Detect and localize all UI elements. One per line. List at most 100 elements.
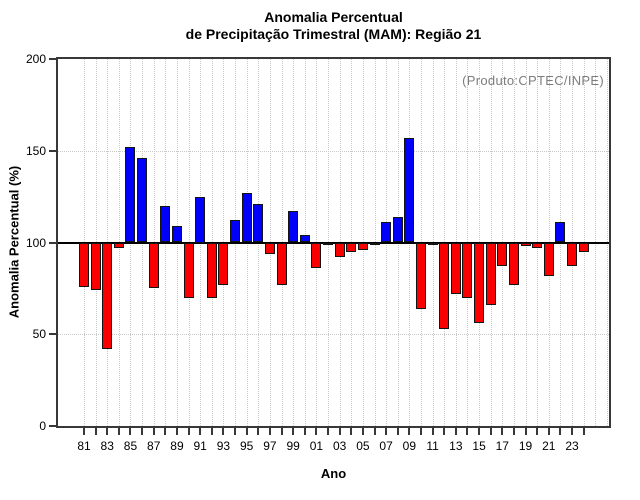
x-tick (396, 428, 399, 435)
x-tick (559, 428, 562, 435)
bar-1983 (102, 242, 113, 349)
bar-2023 (567, 242, 578, 267)
x-tick (327, 428, 330, 435)
x-tick (582, 428, 585, 435)
bar-1999 (288, 211, 299, 243)
bar-1998 (276, 242, 287, 285)
x-tick-label: 03 (332, 439, 347, 453)
y-tick-label: 150 (25, 143, 46, 158)
x-tick (501, 428, 504, 435)
y-tick (49, 58, 57, 60)
x-tick-label: 13 (449, 439, 463, 453)
x-tick (268, 428, 271, 435)
x-tick (338, 428, 341, 435)
x-tick (361, 428, 364, 435)
x-tick (106, 428, 109, 435)
x-tick (292, 428, 295, 435)
x-tick (408, 428, 411, 435)
x-tick (315, 428, 318, 435)
bar-1987 (148, 242, 159, 289)
x-tick (454, 428, 457, 435)
y-tick (49, 425, 57, 427)
x-tick (222, 428, 225, 435)
bar-1988 (160, 205, 171, 243)
x-axis-label: Ano (320, 466, 347, 481)
bar-2021 (543, 242, 554, 276)
x-tick (547, 428, 550, 435)
bar-2019 (520, 242, 531, 247)
x-tick-label: 95 (239, 439, 254, 453)
horizontal-gridline (58, 334, 609, 336)
bar-2010 (415, 242, 426, 309)
bar-2022 (555, 222, 566, 243)
bar-2008 (392, 216, 403, 243)
bar-2007 (381, 222, 392, 243)
x-tick (257, 428, 260, 435)
bar-2009 (404, 137, 415, 243)
bar-2001 (311, 242, 322, 269)
x-tick (245, 428, 248, 435)
x-tick (234, 428, 237, 435)
x-tick-label: 15 (472, 439, 486, 453)
x-tick-label: 91 (193, 439, 207, 453)
source-annotation: (Produto:CPTEC/INPE) (462, 73, 604, 88)
bar-2014 (462, 242, 473, 298)
x-tick-label: 19 (518, 439, 533, 453)
x-tick (536, 428, 539, 435)
bar-2002 (323, 242, 334, 245)
x-tick-label: 85 (123, 439, 138, 453)
x-tick (524, 428, 527, 435)
bar-1990 (183, 242, 194, 298)
x-tick (373, 428, 376, 435)
bar-2024 (578, 242, 589, 252)
x-tick-label: 11 (426, 439, 439, 453)
bar-1982 (90, 242, 101, 291)
y-tick (49, 149, 57, 152)
y-tick-label: 0 (39, 419, 46, 433)
x-tick (478, 428, 481, 435)
chart-title-line1: Anomalia Percentual (264, 9, 403, 25)
bar-2006 (369, 242, 380, 245)
x-tick-label: 93 (216, 439, 231, 453)
x-tick (431, 428, 434, 435)
bar-1994 (230, 220, 241, 243)
y-tick (49, 333, 57, 336)
bar-2015 (474, 242, 485, 324)
x-tick-label: 21 (542, 439, 556, 453)
x-tick-label: 01 (309, 439, 324, 453)
x-tick (385, 428, 388, 435)
plot-area: (Produto:CPTEC/INPE) (56, 57, 611, 428)
x-tick-label: 09 (402, 439, 417, 453)
x-tick (83, 428, 85, 435)
bar-1992 (206, 242, 217, 298)
bar-1984 (113, 242, 124, 248)
bar-1985 (125, 147, 136, 243)
x-tick (117, 428, 120, 435)
x-tick-label: 87 (147, 439, 161, 453)
x-tick (443, 428, 446, 435)
y-tick (49, 241, 57, 244)
x-tick-label: 05 (356, 439, 370, 453)
bar-2003 (334, 242, 345, 258)
x-tick (199, 428, 202, 435)
y-tick-label: 50 (32, 327, 46, 342)
x-tick (489, 428, 492, 435)
x-tick (350, 428, 353, 435)
x-tick-label: 89 (170, 439, 184, 453)
bar-2004 (346, 242, 357, 252)
bar-2005 (357, 242, 368, 250)
bar-2017 (497, 242, 508, 267)
bar-1986 (137, 158, 148, 243)
x-tick (303, 428, 306, 435)
x-tick-label: 81 (77, 439, 91, 453)
bar-2013 (450, 242, 461, 294)
bar-1997 (264, 242, 275, 254)
bar-1996 (253, 203, 264, 243)
x-tick (94, 428, 97, 435)
bar-2020 (532, 242, 543, 248)
x-tick (280, 428, 283, 435)
chart-title: Anomalia Percentual de Precipitação Trim… (56, 9, 611, 43)
bar-1993 (218, 242, 229, 285)
bar-2012 (439, 242, 450, 329)
